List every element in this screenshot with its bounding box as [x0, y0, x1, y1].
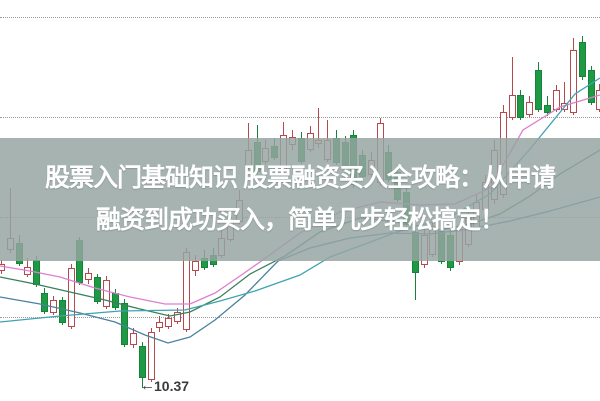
gridline [0, 117, 600, 118]
candle-body [570, 50, 577, 113]
left-arrow-icon: ← [140, 377, 155, 394]
candle-body [139, 346, 146, 378]
candle-body [0, 264, 5, 271]
candle-body [121, 303, 128, 345]
candle-body [59, 300, 66, 323]
gridline [0, 17, 600, 18]
candle-body [103, 280, 110, 307]
candle-wick [512, 57, 513, 120]
candle-body [165, 318, 172, 327]
candle-body [148, 332, 155, 380]
gridline [0, 317, 600, 318]
candle-body [526, 102, 533, 115]
candle-body [535, 70, 542, 110]
candle-wick [564, 82, 565, 112]
candle-body [579, 42, 586, 77]
headline-line-2: 融资到成功买入，简单几步轻松搞定！ [95, 205, 505, 234]
candle-body [544, 105, 551, 113]
candle-body [588, 70, 595, 103]
candle-body [517, 95, 524, 118]
candle-body [596, 90, 600, 110]
price-low-value: 10.37 [154, 377, 190, 394]
candle-body [509, 95, 516, 118]
candle-body [174, 312, 181, 322]
candle-body [41, 293, 48, 312]
price-low-label: ← 10.37 [140, 377, 189, 394]
candle-body [68, 268, 75, 327]
candle-body [85, 273, 92, 280]
headline-overlay: 股票入门基础知识 股票融资买入全攻略：从申请 融资到成功买入，简单几步轻松搞定！ [0, 138, 600, 261]
headline-line-1: 股票入门基础知识 股票融资买入全攻略：从申请 [45, 164, 556, 193]
candle-wick [318, 108, 319, 148]
candle-body [156, 322, 163, 328]
candle-body [130, 333, 137, 345]
candle-body [192, 261, 199, 271]
